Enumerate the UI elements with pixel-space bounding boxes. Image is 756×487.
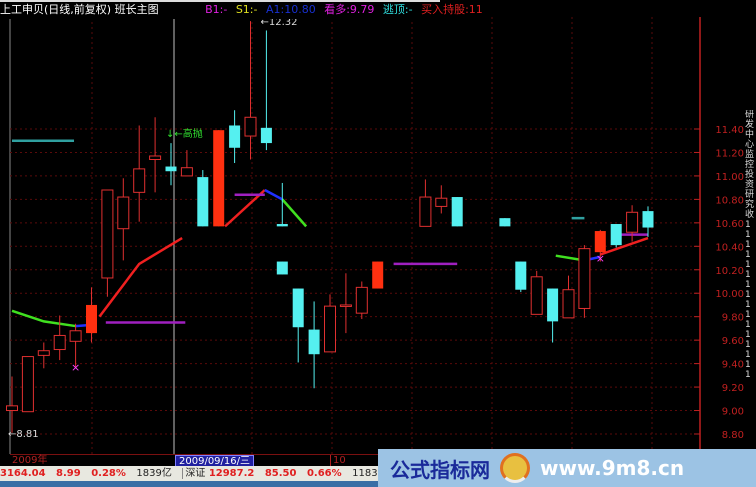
index-status-bar: 3164.04 8.99 0.28% 1839亿 深证 12987.2 85.5… (0, 466, 412, 481)
y-tick-label: 10.40 (715, 242, 744, 253)
y-tick-label: 10.60 (715, 219, 744, 230)
indicator-line (599, 236, 649, 256)
candle-body (229, 125, 241, 148)
y-tick-label: 9.00 (722, 407, 744, 418)
y-tick-label: 9.60 (722, 336, 744, 347)
candle-body (133, 168, 146, 193)
site-name: 公式指标网 (390, 457, 490, 482)
candle-body (101, 189, 114, 279)
indicator-line (224, 189, 266, 228)
y-tick-label: 9.40 (722, 360, 744, 371)
candle-body (515, 261, 527, 290)
candle-body (594, 231, 606, 253)
y-tick-label: 9.80 (722, 313, 744, 324)
candle-body (610, 224, 622, 246)
candle-body (626, 211, 639, 233)
candle-body (355, 286, 368, 314)
y-tick-label: 10.00 (715, 289, 744, 300)
sz-label: 深证 (182, 468, 206, 479)
y-tick-label: 9.20 (722, 383, 744, 394)
candle-body (578, 248, 591, 309)
watermark-banner: 公式指标网 www.9m8.cn (378, 449, 756, 487)
b1-value: B1:- (205, 3, 228, 16)
indicator-line (11, 309, 76, 328)
signal-value: 买入持股:11 (421, 3, 483, 16)
candle-body (276, 261, 288, 275)
sell-signal-label: ↓←高抛 (166, 127, 203, 140)
indicator-line (281, 198, 308, 228)
taoding-value: 逃顶:- (382, 3, 413, 16)
candle-body (292, 288, 304, 328)
candle-body (339, 304, 352, 307)
candle-body (451, 197, 463, 227)
candle-body (53, 334, 66, 351)
sh-change: 8.99 (56, 468, 81, 479)
candle-body (308, 329, 320, 355)
candle-body (642, 211, 654, 228)
y-tick-label: 11.20 (715, 148, 744, 159)
y-tick-label: 8.80 (722, 430, 744, 441)
sh-pct: 0.28% (91, 468, 126, 479)
a1-value: A1:10.80 (265, 3, 316, 16)
signal-marker: × (596, 252, 605, 265)
y-tick-label: 10.20 (715, 266, 744, 277)
candle-body (562, 289, 575, 319)
site-url: www.9m8.cn (540, 456, 685, 480)
sz-change: 85.50 (264, 468, 297, 479)
sz-index: 12987.2 (208, 468, 255, 479)
sz-amount: 1183亿 (352, 468, 388, 479)
right-info-column: 研发中心监控投资研究收1111111111111111 (745, 110, 755, 380)
y-tick-label: 10.80 (715, 195, 744, 206)
candle-body (149, 155, 162, 160)
candle-body (180, 167, 193, 177)
low-price-label: ←8.81 (8, 429, 39, 440)
candle-body (276, 224, 288, 227)
y-tick-label: 11.40 (715, 125, 744, 136)
candle-body (244, 116, 257, 137)
site-logo-icon (500, 453, 530, 483)
indicator-line (98, 237, 183, 318)
candle-body (197, 177, 209, 227)
signal-marker: × (71, 361, 80, 374)
sh-index: 3164.04 (0, 468, 46, 479)
candle-body (372, 261, 384, 289)
candle-body (37, 350, 50, 356)
candle-body (213, 130, 225, 227)
candle-body (435, 197, 448, 207)
candle-body (165, 166, 177, 172)
candle-body (117, 196, 130, 230)
candle-body (324, 305, 336, 353)
s1-value: S1:- (235, 3, 258, 16)
candle-body (6, 405, 18, 412)
candle-body (21, 356, 34, 413)
sh-amount: 1839亿 (136, 468, 172, 479)
candle-body (260, 127, 272, 144)
sz-pct: 0.66% (306, 468, 342, 479)
kanduo-value: 看多:9.79 (324, 3, 375, 16)
candle-body (499, 218, 511, 227)
candle-body (530, 276, 543, 315)
y-tick-label: 11.00 (715, 172, 744, 183)
candle-body (86, 304, 97, 334)
candle-body (69, 330, 82, 342)
candle-body (419, 196, 432, 227)
indicator-line (264, 188, 283, 201)
high-price-label: ←12.32 (261, 17, 298, 28)
year-label: 2009年 (12, 455, 48, 466)
candle-body (547, 288, 559, 322)
month-label: 10 (330, 455, 346, 467)
chart-title: 上工申贝(日线,前复权) 班长主图 (0, 3, 159, 16)
taskbar (0, 481, 378, 487)
chart-header: 上工申贝(日线,前复权) 班长主图 B1:- S1:- A1:10.80 看多:… (0, 0, 483, 19)
